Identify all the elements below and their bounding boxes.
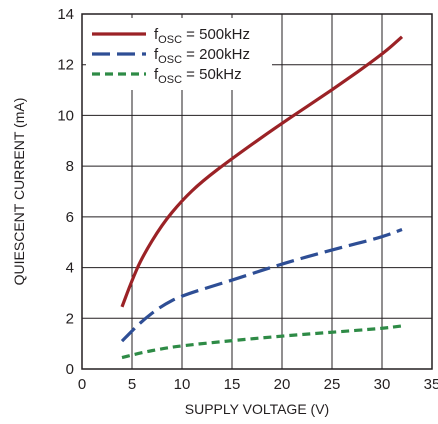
y-tick-label: 0 xyxy=(66,361,74,378)
x-tick-label: 0 xyxy=(78,376,86,393)
y-tick-label: 8 xyxy=(66,158,74,175)
tick-labels: 0 5 10 15 20 25 30 35 0 2 4 6 8 10 12 14 xyxy=(57,6,438,393)
x-tick-label: 10 xyxy=(174,376,191,393)
legend-label-3: fOSC = 50kHz xyxy=(154,66,242,86)
legend-label-subscript: OSC xyxy=(158,74,182,86)
legend-label-subscript: OSC xyxy=(158,34,182,46)
legend-label-1: fOSC = 500kHz xyxy=(154,26,250,46)
y-tick-label: 14 xyxy=(57,6,74,23)
legend-label-value: = 500kHz xyxy=(182,26,250,43)
plot-frame xyxy=(81,13,433,370)
legend-label-main: f xyxy=(154,46,159,63)
legend-label-value: = 50kHz xyxy=(182,66,242,83)
y-tick-label: 2 xyxy=(66,310,74,327)
x-tick-label: 35 xyxy=(424,376,438,393)
x-tick-label: 15 xyxy=(224,376,241,393)
plot-border xyxy=(81,13,433,370)
legend-label-value: = 200kHz xyxy=(182,46,250,63)
legend-label-2: fOSC = 200kHz xyxy=(154,46,250,66)
series-lines xyxy=(120,35,404,360)
y-tick-label: 10 xyxy=(57,107,74,124)
y-tick-label: 4 xyxy=(66,260,74,277)
y-tick-label: 6 xyxy=(66,209,74,226)
series-line-1 xyxy=(120,35,404,308)
x-axis-title: SUPPLY VOLTAGE (V) xyxy=(185,401,329,417)
series-line-3 xyxy=(121,324,403,360)
x-tick-label: 25 xyxy=(324,376,341,393)
y-tick-label: 12 xyxy=(57,57,74,74)
x-tick-label: 30 xyxy=(374,376,391,393)
series-line-2 xyxy=(120,228,403,343)
legend-label-main: f xyxy=(154,26,159,43)
y-axis-title: QUIESCENT CURRENT (mA) xyxy=(11,98,27,286)
legend-label-subscript: OSC xyxy=(158,54,182,66)
x-tick-label: 20 xyxy=(274,376,291,393)
legend-label-main: f xyxy=(154,66,159,83)
x-tick-label: 5 xyxy=(128,376,136,393)
